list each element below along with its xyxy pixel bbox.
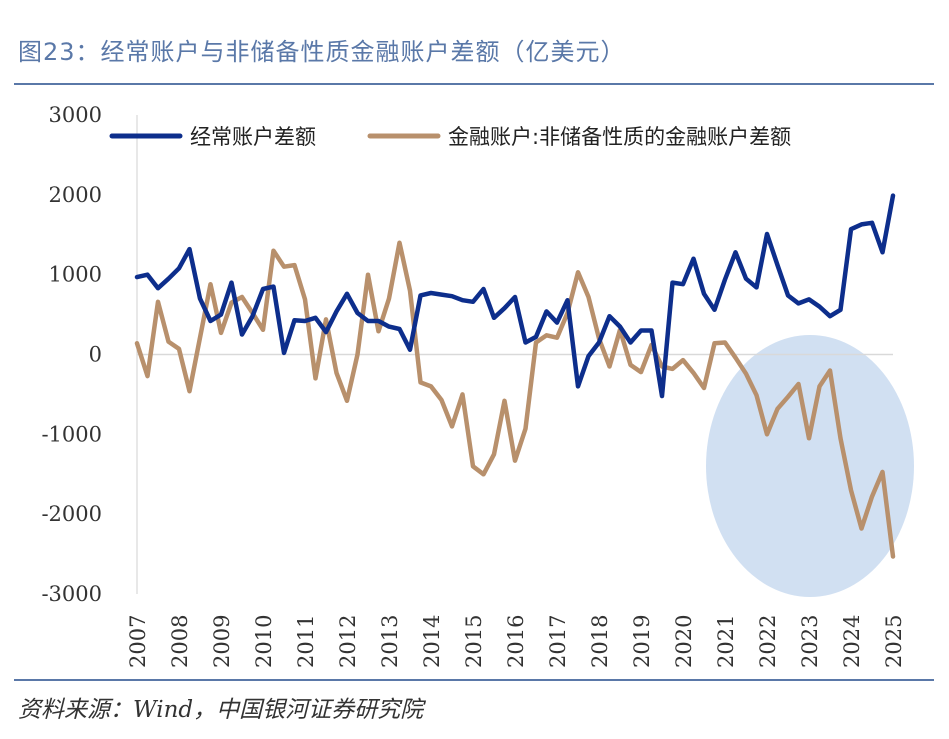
x-tick-label: 2013	[378, 615, 402, 668]
title-divider	[14, 83, 934, 85]
legend-label-financial-account: 金融账户:非储备性质的金融账户差额	[448, 125, 791, 149]
x-tick-label: 2019	[630, 615, 654, 668]
x-tick-label: 2018	[588, 615, 612, 668]
x-tick-label: 2025	[882, 615, 906, 668]
x-tick-label: 2010	[252, 615, 276, 668]
x-tick-label: 2023	[798, 615, 822, 668]
x-tick-label: 2012	[336, 615, 360, 668]
y-tick-label: 0	[89, 343, 102, 367]
highlight-ellipse	[706, 335, 914, 597]
y-tick-label: -3000	[41, 582, 102, 606]
x-axis: 2007 2008 2009 2010 2011 2012 2013 2014 2015 2016…	[126, 615, 906, 668]
x-tick-label: 2015	[462, 615, 486, 668]
x-tick-label: 2007	[126, 615, 150, 668]
y-tick-label: 1000	[49, 263, 102, 287]
x-tick-label: 2014	[420, 615, 444, 668]
x-tick-label: 2022	[756, 615, 780, 668]
y-tick-label: -2000	[41, 502, 102, 526]
y-axis: 3000 2000 1000 0 -1000 -2000 -3000	[41, 103, 893, 606]
x-tick-label: 2020	[672, 615, 696, 668]
legend: 经常账户差额 金融账户:非储备性质的金融账户差额	[109, 125, 791, 149]
legend-label-current-account: 经常账户差额	[190, 125, 316, 149]
current-account-line	[134, 193, 896, 399]
source-note: 资料来源：Wind，中国银河证券研究院	[18, 697, 424, 723]
source-divider	[14, 679, 934, 681]
chart-title: 图23：经常账户与非储备性质金融账户差额（亿美元）	[18, 38, 626, 66]
y-tick-label: 3000	[49, 103, 102, 127]
y-tick-label: -1000	[41, 422, 102, 446]
y-tick-label: 2000	[49, 183, 102, 207]
x-tick-label: 2008	[168, 615, 192, 668]
x-tick-label: 2016	[504, 615, 528, 668]
x-tick-label: 2021	[714, 615, 738, 668]
x-tick-label: 2009	[210, 615, 234, 668]
series-group	[134, 193, 896, 559]
x-tick-label: 2011	[294, 615, 318, 668]
x-tick-label: 2024	[840, 615, 864, 668]
x-tick-label: 2017	[546, 615, 570, 668]
financial-account-line	[134, 240, 896, 559]
